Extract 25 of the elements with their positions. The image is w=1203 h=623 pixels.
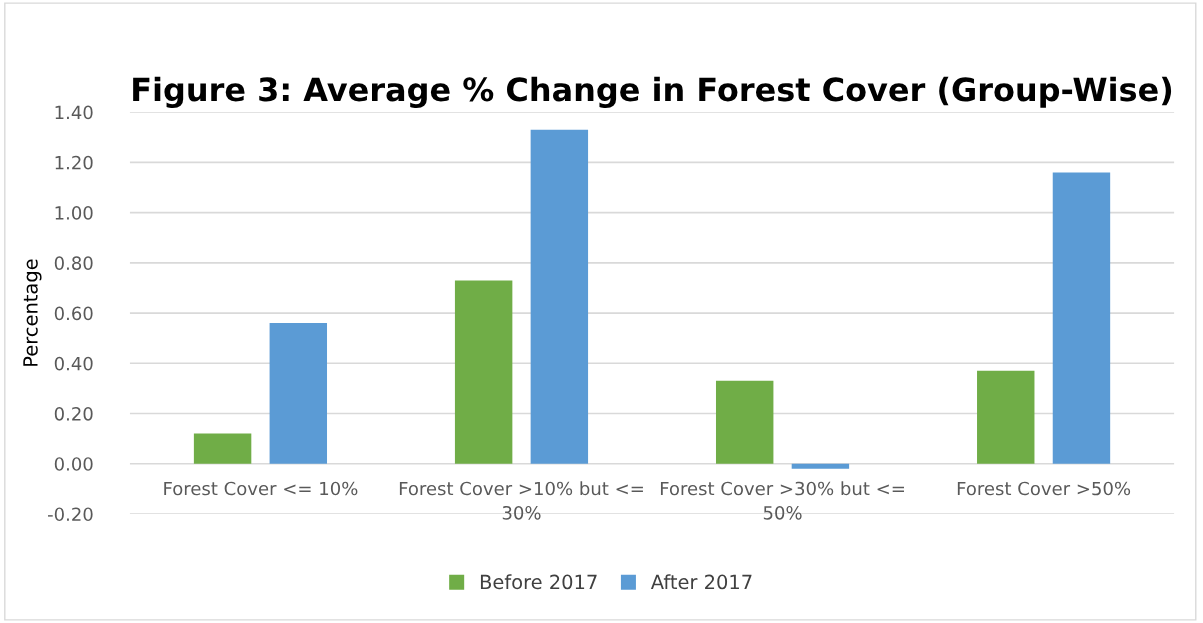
bar (791, 463, 850, 469)
chart-title: Figure 3: Average % Change in Forest Cover (Group-Wise) (133, 76, 1172, 108)
x-tick-label: Forest Cover <= 10% (164, 481, 358, 496)
x-tick-label: Forest Cover >10% but <= 30% (399, 481, 643, 520)
y-tick-label: 1.20 (55, 155, 93, 170)
legend-label: After 2017 (650, 574, 752, 590)
bar (530, 129, 589, 464)
x-tick-label: Forest Cover >50% (957, 481, 1131, 496)
y-tick-label: 0.20 (54, 406, 93, 421)
y-tick-label: 0.80 (54, 256, 93, 270)
y-tick-label: 1.00 (55, 206, 93, 220)
x-tick-label: Forest Cover >30% but <= 50% (660, 481, 904, 520)
y-tick-label: -0.20 (47, 507, 93, 522)
legend-label: Before 2017 (480, 574, 597, 590)
bar (1052, 172, 1111, 464)
y-axis-title: Percentage (23, 259, 42, 366)
y-tick-label: 1.40 (55, 105, 93, 120)
y-tick-label: 0.40 (54, 356, 93, 371)
y-tick-label: 0.60 (54, 306, 93, 321)
bar (977, 370, 1035, 464)
y-tick-label: 0.00 (54, 457, 93, 471)
bar (715, 380, 774, 464)
bar (193, 433, 252, 464)
bar (269, 323, 328, 464)
bar (454, 280, 513, 464)
